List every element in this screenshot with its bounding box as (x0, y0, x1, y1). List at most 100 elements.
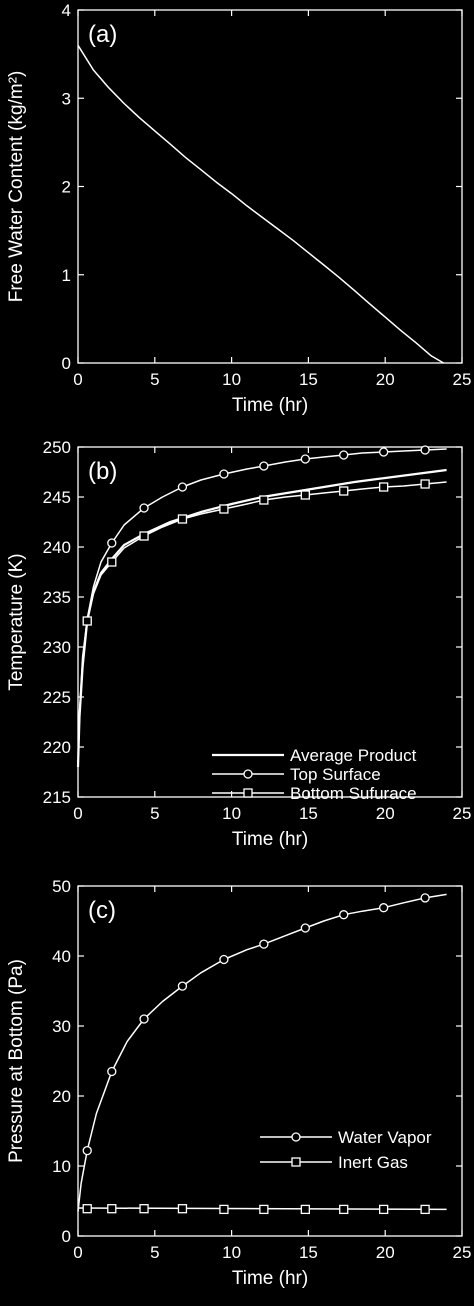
x-tick-label: 15 (299, 370, 318, 389)
y-tick-label: 245 (43, 488, 71, 507)
data-point (107, 557, 117, 567)
data-point (82, 1145, 92, 1156)
legend-label: Top Surface (290, 765, 381, 784)
x-tick-label: 5 (150, 804, 159, 823)
y-tick-label: 3 (62, 89, 71, 108)
data-point (379, 447, 389, 457)
series-top-surface (77, 445, 447, 768)
y-tick-label: 250 (43, 438, 71, 457)
panel-label: (b) (88, 458, 117, 485)
chart-panel-3: 0 5 10 15 20 25 0 10 20 30 40 50 Time (hr) Pressure a… (6, 877, 471, 1289)
series-line (76, 468, 447, 768)
data-point (300, 923, 310, 933)
data-point (177, 981, 188, 991)
panel-label: (a) (88, 21, 117, 48)
legend-label: Average Product (290, 746, 417, 765)
data-point (107, 1204, 117, 1214)
x-tick-label: 25 (453, 804, 472, 823)
data-point (420, 1204, 430, 1215)
data-point (300, 490, 310, 500)
series-1 (77, 44, 444, 364)
x-tick-label: 15 (299, 804, 318, 823)
data-point (420, 479, 430, 489)
y-tick-label: 230 (43, 638, 71, 657)
y-tick-label: 225 (43, 688, 71, 707)
chart-panel-1: 0 5 10 15 20 25 0 1 2 3 4 Time (hr) Free Water Conte… (6, 1, 471, 416)
x-tick-label: 10 (222, 1243, 241, 1262)
series-bottom-sufurace (77, 479, 447, 768)
y-tick-label: 4 (62, 1, 71, 20)
data-point (107, 538, 117, 548)
data-point (139, 531, 149, 541)
legend-marker (291, 1132, 301, 1142)
data-point (259, 1204, 269, 1215)
data-point (177, 482, 188, 492)
data-point (177, 514, 188, 524)
y-tick-label: 215 (43, 788, 71, 807)
legend-marker (291, 1157, 301, 1167)
series-inert-gas (77, 1204, 447, 1215)
x-tick-label: 20 (376, 370, 395, 389)
series-line (77, 481, 447, 768)
data-point (259, 495, 269, 505)
y-axis-label: Pressure at Bottom (Pa) (6, 959, 27, 1163)
data-point (420, 445, 430, 455)
y-axis-label: Free Water Content (kg/m²) (6, 71, 27, 303)
y-tick-label: 30 (52, 1017, 71, 1036)
data-point (339, 450, 349, 460)
data-point (219, 504, 229, 514)
plot-frame (77, 885, 463, 1237)
plot-frame (77, 446, 463, 798)
series-water-vapor (77, 893, 447, 1212)
y-tick-label: 20 (52, 1087, 71, 1106)
y-tick-label: 0 (62, 1227, 71, 1246)
data-point (379, 903, 389, 913)
x-tick-label: 0 (73, 370, 82, 389)
x-tick-label: 10 (222, 370, 241, 389)
legend-marker (243, 769, 253, 779)
data-point (219, 1204, 229, 1215)
legend-marker (243, 788, 253, 798)
x-tick-label: 5 (150, 1243, 159, 1262)
data-point (82, 616, 92, 626)
data-point (379, 1204, 389, 1215)
y-axis-label: Temperature (K) (6, 553, 27, 690)
x-tick-label: 15 (299, 1243, 318, 1262)
data-point (107, 1066, 117, 1077)
chart-panel-2: 0 5 10 15 20 25 215 220 225 230 235 240 245 250 Time (… (6, 438, 471, 850)
x-tick-label: 10 (222, 804, 241, 823)
data-point (420, 893, 430, 903)
data-point (219, 469, 229, 479)
x-tick-label: 25 (453, 1243, 472, 1262)
series-average-product (76, 468, 447, 768)
legend-label: Bottom Sufurace (290, 784, 417, 803)
y-tick-label: 220 (43, 738, 71, 757)
plot-frame (77, 9, 463, 364)
data-point (339, 486, 349, 496)
series-line (77, 44, 444, 364)
data-point (259, 461, 269, 471)
x-tick-label: 5 (150, 370, 159, 389)
data-point (259, 939, 269, 949)
series-line (77, 448, 447, 768)
y-tick-label: 1 (62, 266, 71, 285)
legend: Water Vapor Inert Gas (260, 1128, 432, 1172)
data-point (139, 503, 149, 513)
y-tick-label: 240 (43, 538, 71, 557)
x-axis-label: Time (hr) (232, 395, 308, 416)
legend-label: Inert Gas (338, 1153, 408, 1172)
y-tick-label: 40 (52, 947, 71, 966)
x-tick-label: 0 (73, 1243, 82, 1262)
data-point (219, 954, 229, 965)
x-tick-label: 20 (376, 804, 395, 823)
y-tick-label: 2 (62, 178, 71, 197)
x-axis-label: Time (hr) (232, 829, 308, 850)
x-tick-label: 0 (73, 804, 82, 823)
panel-label: (c) (88, 897, 116, 924)
x-axis-label: Time (hr) (232, 1268, 308, 1289)
y-tick-label: 0 (62, 354, 71, 373)
legend-label: Water Vapor (338, 1128, 432, 1147)
data-point (339, 910, 349, 920)
y-tick-label: 50 (52, 877, 71, 896)
